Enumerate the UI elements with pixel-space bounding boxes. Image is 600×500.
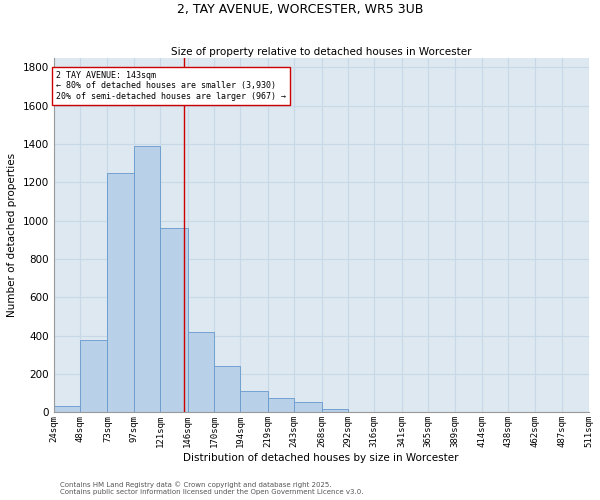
X-axis label: Distribution of detached houses by size in Worcester: Distribution of detached houses by size …: [184, 453, 459, 463]
Bar: [188, 332, 214, 412]
Bar: [107, 172, 134, 412]
Text: Contains HM Land Registry data © Crown copyright and database right 2025.: Contains HM Land Registry data © Crown c…: [60, 481, 331, 488]
Bar: [322, 408, 348, 412]
Text: Contains public sector information licensed under the Open Government Licence v3: Contains public sector information licen…: [60, 489, 364, 495]
Bar: [160, 228, 188, 412]
Bar: [294, 402, 322, 412]
Text: 2, TAY AVENUE, WORCESTER, WR5 3UB: 2, TAY AVENUE, WORCESTER, WR5 3UB: [177, 2, 423, 16]
Bar: [214, 366, 241, 412]
Y-axis label: Number of detached properties: Number of detached properties: [7, 153, 17, 317]
Title: Size of property relative to detached houses in Worcester: Size of property relative to detached ho…: [171, 47, 472, 57]
Bar: [241, 392, 268, 412]
Bar: [53, 406, 80, 412]
Bar: [268, 398, 294, 412]
Bar: [80, 340, 107, 412]
Text: 2 TAY AVENUE: 143sqm
← 80% of detached houses are smaller (3,930)
20% of semi-de: 2 TAY AVENUE: 143sqm ← 80% of detached h…: [56, 71, 286, 101]
Bar: [134, 146, 160, 412]
